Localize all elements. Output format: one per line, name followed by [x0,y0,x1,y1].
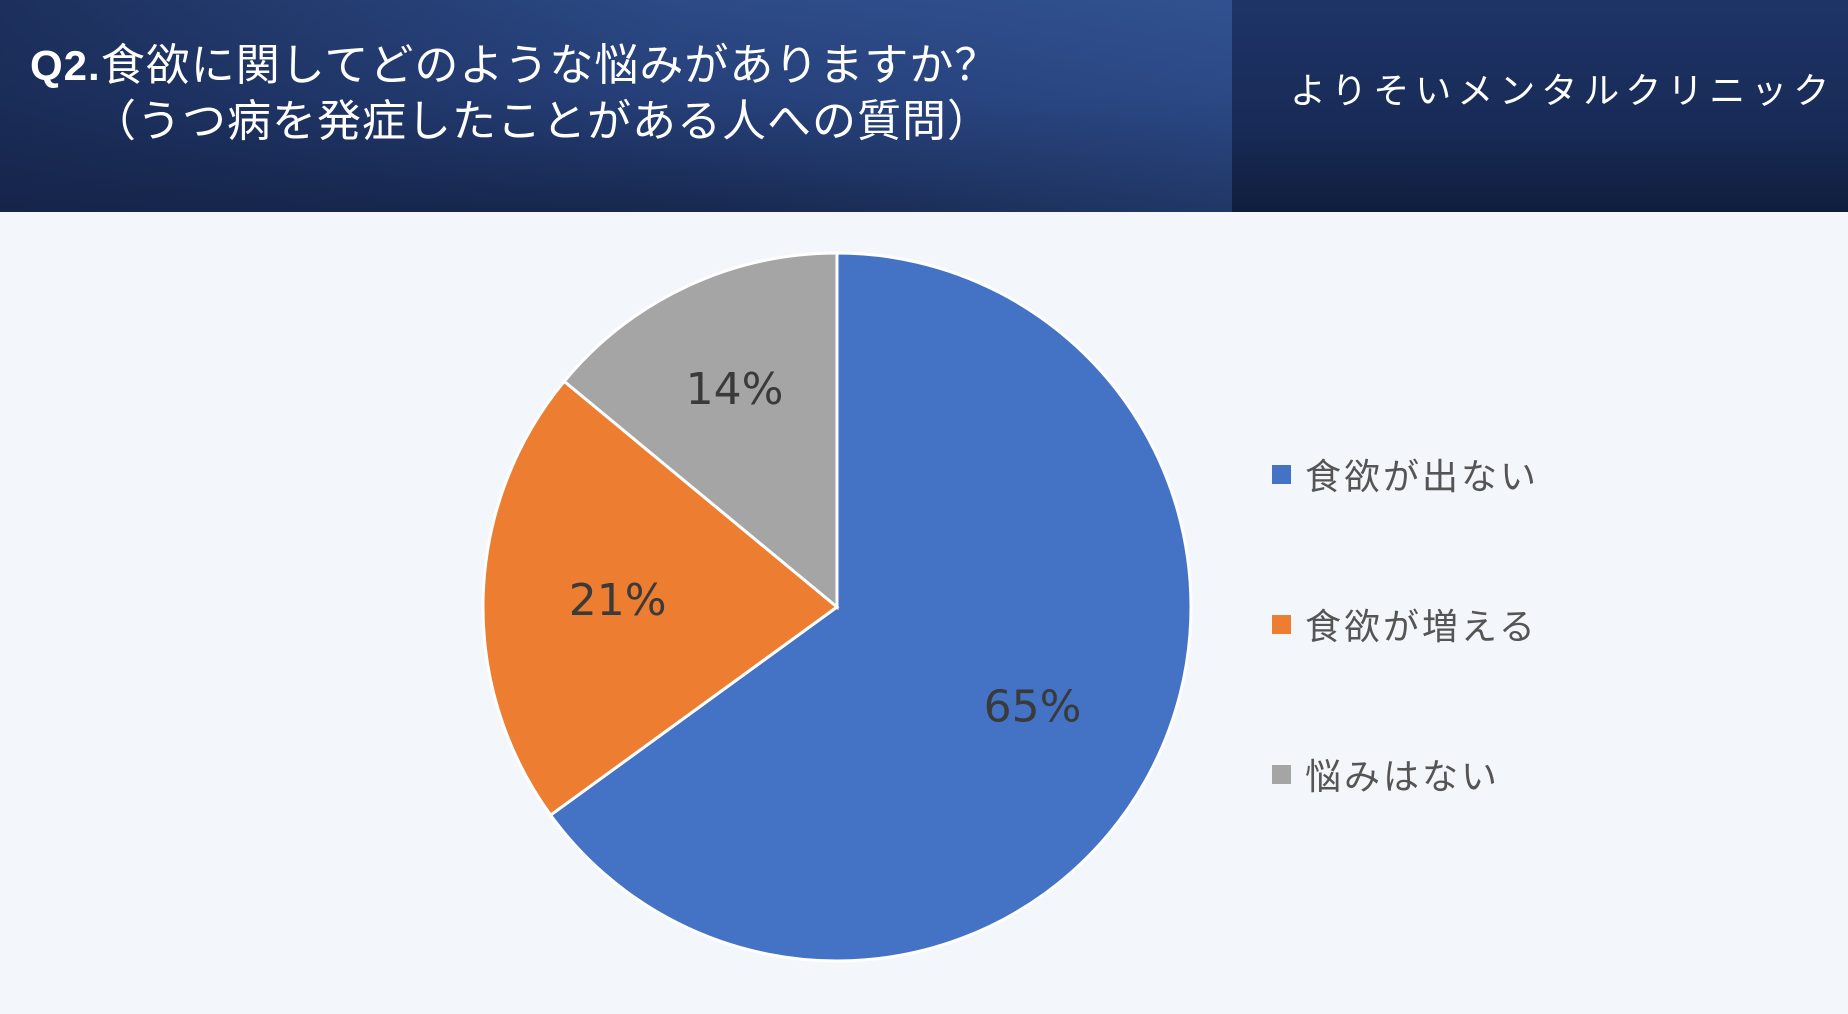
legend-swatch-1 [1272,464,1291,484]
header-left-panel [0,0,1232,212]
pie-data-labels: 65% 21% 14% [569,364,1082,732]
page-title: Q2.食欲に関してどのような悩みがありますか？ （うつ病を発症したことがある人へ… [30,38,999,150]
pie-slice-3 [562,251,839,611]
pie-data-label-1: 65% [984,682,1082,733]
clinic-name: よりそいメンタルクリニック [1290,71,1836,112]
header-banner: Q2.食欲に関してどのような悩みがありますか？ （うつ病を発症したことがある人へ… [0,0,1848,212]
pie-slice-2 [481,379,840,818]
legend-label-3: 悩みはない [1305,757,1501,798]
title-line-2: （うつ病を発症したことがある人への質問） [92,96,992,147]
legend-item-2: 食欲が増える [1272,598,1538,650]
title-line-1: 食欲に関してどのような悩みがありますか？ [100,40,1000,91]
legend-swatch-3 [1272,764,1291,784]
legend-label-2: 食欲が増える [1305,607,1538,648]
legend-item-1: 食欲が出ない [1272,448,1539,500]
legend-item-3: 悩みはない [1272,748,1500,800]
pie-chart: 65% 21% 14% [481,251,1193,963]
legend-label-1: 食欲が出ない [1305,457,1540,498]
legend-swatch-2 [1272,614,1291,634]
pie-slice-1 [548,251,1193,963]
pie-data-label-2: 21% [569,575,667,626]
pie-slices [481,251,1193,963]
header-right-panel [1232,0,1848,212]
pie-data-label-3: 14% [686,364,784,415]
question-number: Q2. [30,42,101,89]
